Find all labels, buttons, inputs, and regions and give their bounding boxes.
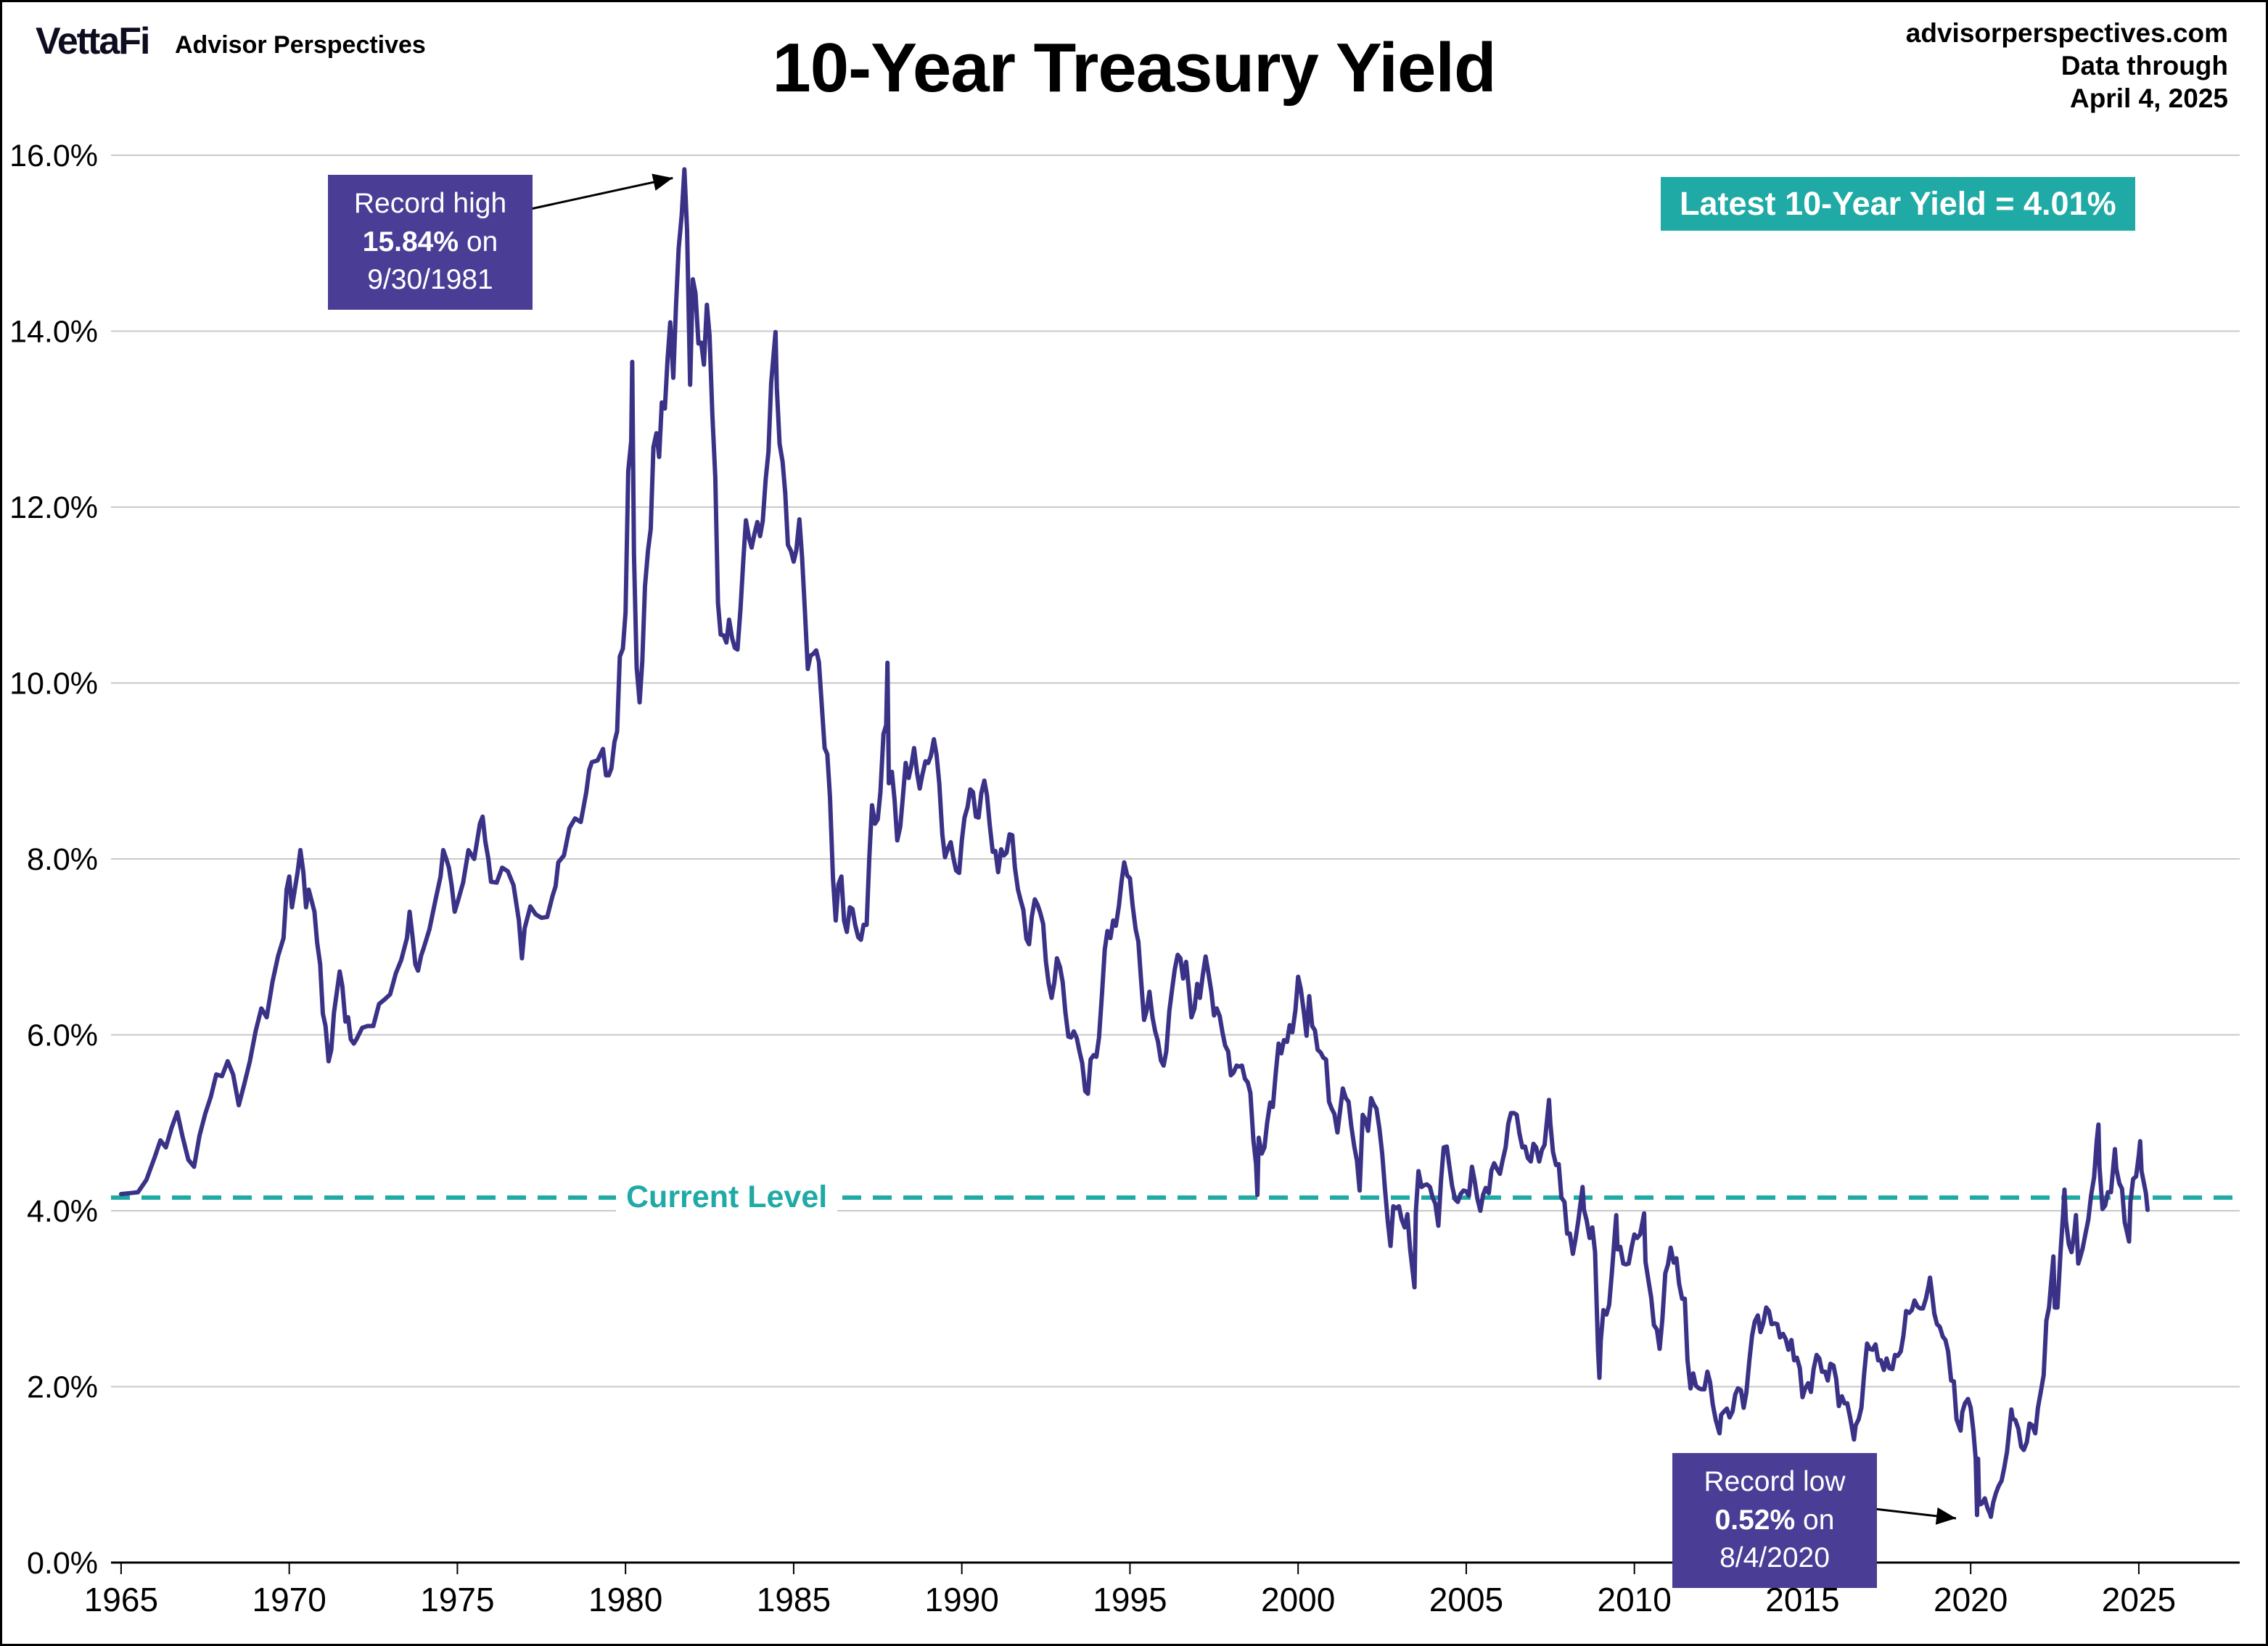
record-high-on: on — [459, 226, 498, 258]
x-tick-label: 1980 — [588, 1581, 662, 1618]
record-high-date: 9/30/1981 — [367, 264, 493, 296]
record-high-value: 15.84% — [362, 226, 459, 258]
y-tick-label: 6.0% — [27, 1019, 98, 1053]
yield-line — [118, 167, 2150, 1519]
record-high-label: Record high — [353, 188, 507, 219]
x-tick-label: 2000 — [1261, 1581, 1335, 1618]
gridlines — [111, 155, 2240, 1564]
y-tick-label: 2.0% — [27, 1370, 98, 1405]
y-tick-label: 4.0% — [27, 1194, 98, 1229]
y-tick-label: 12.0% — [9, 490, 98, 525]
x-tick-label: 1970 — [252, 1581, 326, 1618]
record-high-annotation: Record high 15.84% on 9/30/1981 — [328, 175, 533, 310]
x-tick-label: 2010 — [1598, 1581, 1672, 1618]
record-low-arrow — [1868, 1507, 1957, 1525]
record-low-label: Record low — [1704, 1466, 1846, 1497]
current-level-label: Current Level — [616, 1180, 838, 1216]
x-tick-label: 1965 — [84, 1581, 158, 1618]
x-tick-label: 1990 — [925, 1581, 999, 1618]
record-high-value-line: 15.84% on — [335, 223, 525, 262]
vettafi-logo: VettaFi — [36, 20, 150, 62]
y-tick-label: 0.0% — [27, 1546, 98, 1581]
source-date: April 4, 2025 — [2069, 83, 2228, 114]
source-site: advisorperspectives.com — [1905, 18, 2228, 48]
axis-ticks-and-labels: 0.0% 2.0% 4.0% 6.0% 8.0% 10.0% 12.0% 14.0% 16.0%… — [9, 139, 2176, 1618]
x-tick-label: 1995 — [1093, 1581, 1167, 1618]
y-tick-label: 8.0% — [27, 842, 98, 877]
y-tick-label: 16.0% — [9, 139, 98, 173]
x-tick-label: 1985 — [757, 1581, 831, 1618]
chart-title: 10-Year Treasury Yield — [772, 29, 1496, 107]
record-high-arrow — [527, 173, 673, 211]
advisor-perspectives-label: Advisor Perspectives — [175, 31, 426, 59]
x-tick-label: 2005 — [1429, 1581, 1503, 1618]
record-low-annotation: Record low 0.52% on 8/4/2020 — [1672, 1453, 1877, 1588]
record-low-date: 8/4/2020 — [1720, 1542, 1830, 1574]
x-tick-label: 1975 — [420, 1581, 494, 1618]
annotation-arrows — [527, 173, 1957, 1525]
latest-yield-badge: Latest 10-Year Yield = 4.01% — [1661, 177, 2135, 231]
source-data-through: Data through — [2060, 51, 2228, 81]
record-low-on: on — [1795, 1504, 1835, 1536]
record-low-value-line: 0.52% on — [1680, 1502, 1870, 1540]
y-tick-label: 14.0% — [9, 315, 98, 350]
x-tick-label: 2020 — [1934, 1581, 2008, 1618]
source-attribution: advisorperspectives.com Data through Apr… — [1906, 17, 2228, 115]
x-tick-label: 2025 — [2102, 1581, 2176, 1618]
treasury-yield-path — [118, 167, 2150, 1519]
record-low-value: 0.52% — [1714, 1504, 1796, 1536]
y-tick-label: 10.0% — [9, 667, 98, 701]
